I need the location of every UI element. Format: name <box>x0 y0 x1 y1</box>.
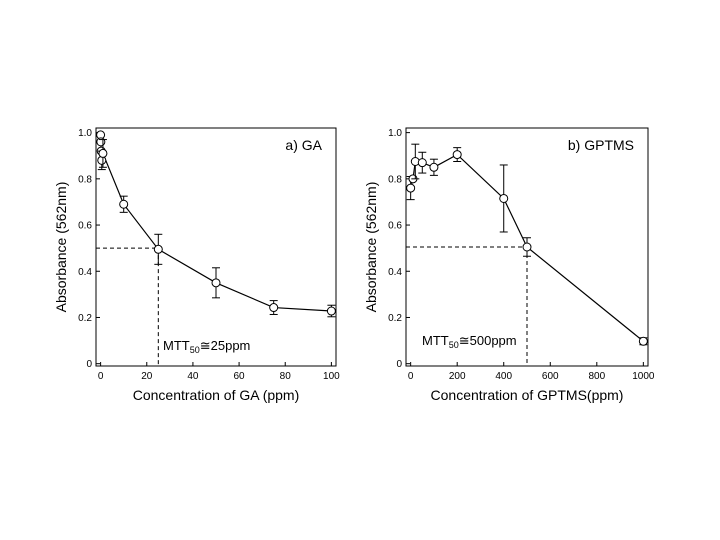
x-tick-label: 800 <box>588 371 605 382</box>
data-point <box>326 306 336 316</box>
chart-panel-b: 0 0.2 0.4 0.6 0.8 1.0 0 200 400 600 800 1000 Concent… <box>363 127 655 403</box>
panel-title: b) GPTMS <box>568 137 634 153</box>
x-tick-label: 400 <box>495 371 512 382</box>
chart-panel-a: 0 0.2 0.4 0.6 0.8 1.0 0 20 40 60 80 100 Concentratio… <box>53 127 340 403</box>
y-tick-label: 0 <box>86 359 92 370</box>
y-tick-label: 0.2 <box>78 313 92 324</box>
data-point <box>429 162 439 172</box>
data-point <box>269 303 279 313</box>
x-tick-label: 600 <box>542 371 559 382</box>
y-axis-label: Absorbance (562nm) <box>53 182 69 313</box>
x-tick-label: 60 <box>234 371 246 382</box>
data-point <box>153 244 163 254</box>
x-tick-label: 0 <box>98 371 104 382</box>
panel-title: a) GA <box>285 137 322 153</box>
y-tick-label: 1.0 <box>78 128 92 139</box>
x-tick-label: 40 <box>187 371 199 382</box>
x-tick-label: 80 <box>280 371 292 382</box>
x-axis-label: Concentration of GPTMS(ppm) <box>431 387 624 403</box>
data-point <box>452 150 462 160</box>
series-line <box>100 134 332 312</box>
y-tick-label: 0.8 <box>388 174 402 185</box>
x-tick-label: 1000 <box>632 371 655 382</box>
data-point <box>119 199 129 209</box>
mtt50-annotation: MTT50≅25ppm <box>163 338 250 355</box>
plot-frame <box>95 127 337 367</box>
y-tick-label: 0.4 <box>78 267 92 278</box>
data-point <box>638 336 648 346</box>
data-point <box>522 242 532 252</box>
x-tick-label: 200 <box>449 371 466 382</box>
y-axis-label: Absorbance (562nm) <box>363 182 379 313</box>
y-tick-label: 0.8 <box>78 174 92 185</box>
y-tick-label: 0.4 <box>388 267 402 278</box>
x-tick-label: 0 <box>408 371 414 382</box>
y-tick-label: 0 <box>396 359 402 370</box>
data-point <box>499 193 509 203</box>
data-point <box>211 278 221 288</box>
x-tick-label: 100 <box>323 371 340 382</box>
data-point <box>417 158 427 168</box>
y-tick-label: 0.6 <box>78 221 92 232</box>
y-tick-label: 0.6 <box>388 221 402 232</box>
y-tick-label: 1.0 <box>388 128 402 139</box>
y-tick-label: 0.2 <box>388 313 402 324</box>
mtt50-annotation: MTT50≅500ppm <box>422 333 517 350</box>
data-point <box>406 183 416 193</box>
data-point <box>98 148 108 158</box>
x-axis-label: Concentration of GA (ppm) <box>133 387 300 403</box>
x-tick-label: 20 <box>141 371 153 382</box>
